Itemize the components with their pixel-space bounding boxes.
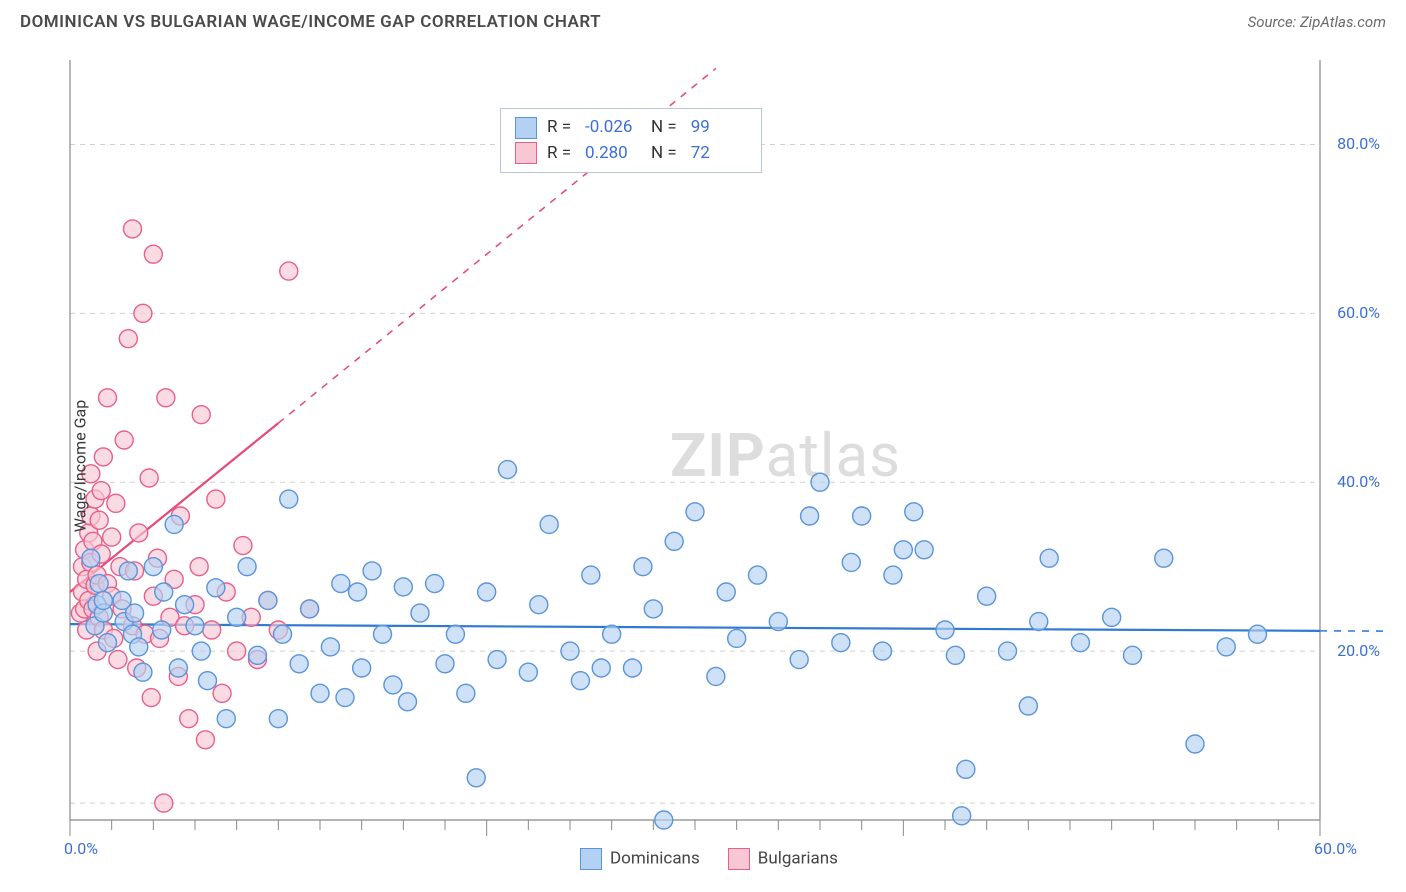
legend-item: Dominicans [580, 848, 700, 870]
y-tick-label: 40.0% [1337, 472, 1380, 491]
legend-swatch [515, 142, 537, 164]
n-value: 99 [691, 115, 747, 141]
chart-title: DOMINICAN VS BULGARIAN WAGE/INCOME GAP C… [20, 12, 601, 32]
n-label: N = [651, 141, 677, 167]
r-value: -0.026 [585, 115, 641, 141]
n-label: N = [651, 115, 677, 141]
r-value: 0.280 [585, 141, 641, 167]
x-tick-label: 0.0% [64, 839, 98, 858]
chart-wrap: Wage/Income Gap ZIPatlas R =-0.026N =99R… [20, 50, 1386, 882]
legend-swatch [515, 117, 537, 139]
legend-item: Bulgarians [728, 848, 838, 870]
legend-swatch [580, 848, 602, 870]
legend-label: Dominicans [610, 848, 700, 868]
y-tick-label: 60.0% [1337, 303, 1380, 322]
correlation-legend: R = -0.026 N = 99 R = 0.280 N = 72 [500, 108, 762, 173]
r-label: R = [547, 115, 571, 141]
r-label: R = [547, 141, 571, 167]
legend-row: R = -0.026 N = 99 [515, 115, 747, 141]
legend-row: R = 0.280 N = 72 [515, 141, 747, 167]
x-tick-label: 60.0% [1314, 839, 1357, 858]
y-tick-label: 80.0% [1337, 134, 1380, 153]
series-legend: Dominicans Bulgarians [580, 848, 838, 870]
legend-swatch [728, 848, 750, 870]
n-value: 72 [691, 141, 747, 167]
legend-label: Bulgarians [758, 848, 838, 868]
y-tick-label: 20.0% [1337, 641, 1380, 660]
scatter-chart [20, 50, 1386, 880]
source-attribution: Source: ZipAtlas.com [1248, 13, 1386, 31]
y-axis-label: Wage/Income Gap [71, 400, 90, 532]
